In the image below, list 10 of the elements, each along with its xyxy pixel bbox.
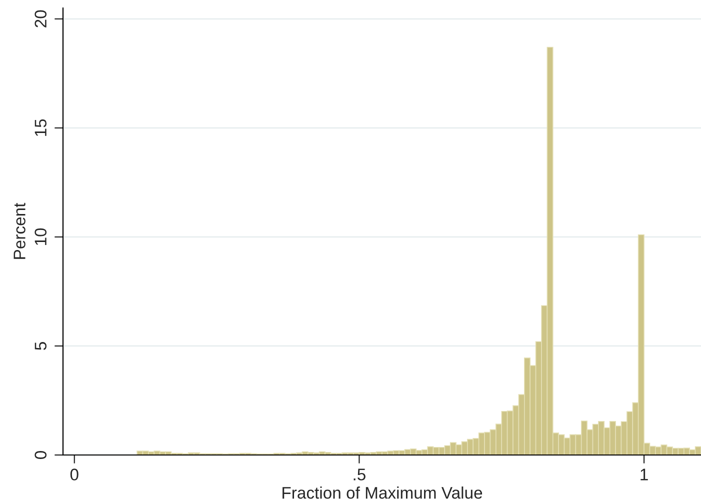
y-tick-label: 10 bbox=[34, 228, 47, 245]
y-tick-label: 5 bbox=[34, 342, 47, 350]
x-tick-label: .5 bbox=[354, 468, 366, 480]
x-tick-label: 0 bbox=[70, 468, 78, 480]
x-tick-label: 1 bbox=[640, 468, 648, 480]
y-axis-title: Percent bbox=[14, 202, 26, 259]
x-axis-title: Fraction of Maximum Value bbox=[282, 486, 482, 499]
y-tick-label: 15 bbox=[34, 119, 47, 136]
y-tick-label: 20 bbox=[34, 10, 47, 28]
y-tick-label: 0 bbox=[34, 451, 47, 459]
